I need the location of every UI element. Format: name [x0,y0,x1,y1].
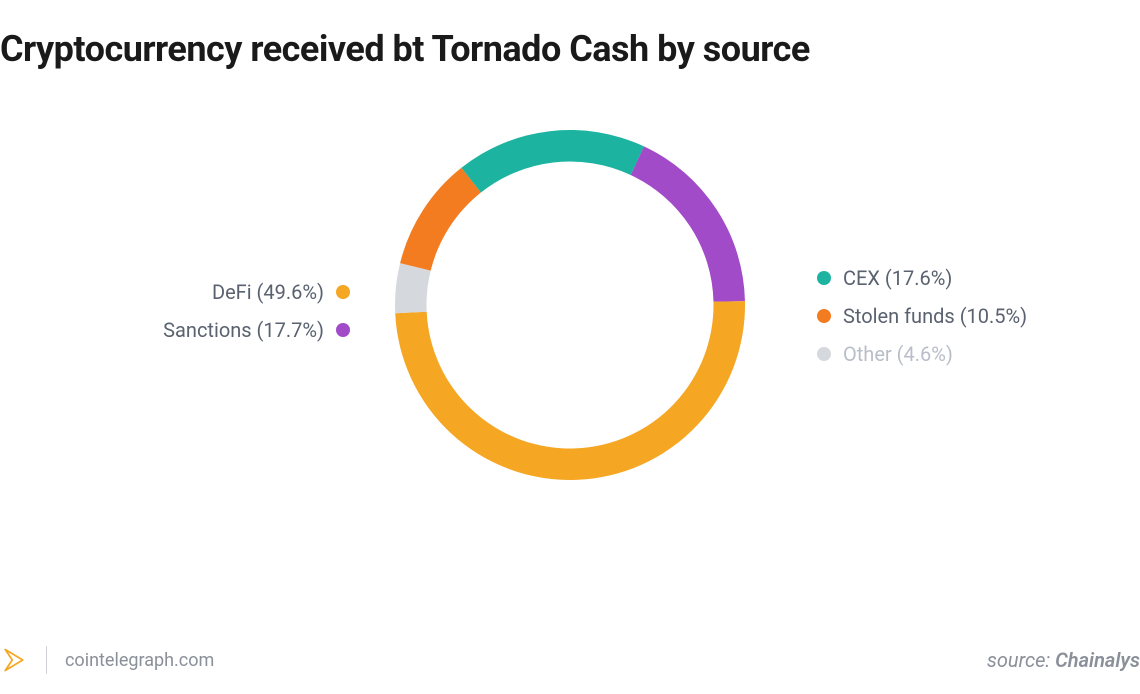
legend-label: Other (4.6%) [843,342,953,366]
legend-item-cex: CEX (17.6%) [805,266,1027,290]
legend-dot [336,323,350,337]
chart-title: Cryptocurrency received bt Tornado Cash … [0,28,810,70]
slice-stolen_funds [400,168,481,271]
legend-label: DeFi (49.6%) [212,280,324,304]
legend-dot [817,271,831,285]
legend-item-stolen_funds: Stolen funds (10.5%) [805,304,1027,328]
legend-label: Sanctions (17.7%) [163,318,324,342]
source-name: Chainalys [1055,648,1140,672]
slice-other [395,263,431,313]
legend-label: Stolen funds (10.5%) [843,304,1027,328]
legend-dot [817,347,831,361]
legend-label: CEX (17.6%) [843,266,952,290]
legend-dot [336,285,350,299]
brand: cointelegraph.com [0,646,214,674]
legend-item-sanctions: Sanctions (17.7%) [90,318,350,342]
divider [46,646,47,674]
slice-cex [461,130,644,192]
footer: cointelegraph.com source: Chainalys [0,646,1140,674]
donut-chart [395,130,745,480]
slice-sanctions [631,146,745,301]
legend-right: CEX (17.6%) Stolen funds (10.5%) Other (4.… [805,266,1027,380]
source-prefix: source: [987,648,1055,672]
slice-defi [395,301,745,480]
legend-item-defi: DeFi (49.6%) [90,280,350,304]
source-label: source: Chainalys [987,648,1140,672]
legend-left: DeFi (49.6%) Sanctions (17.7%) [90,280,350,356]
legend-item-other: Other (4.6%) [805,342,1027,366]
legend-dot [817,309,831,323]
brand-icon [0,646,28,674]
site-label: cointelegraph.com [65,650,214,671]
